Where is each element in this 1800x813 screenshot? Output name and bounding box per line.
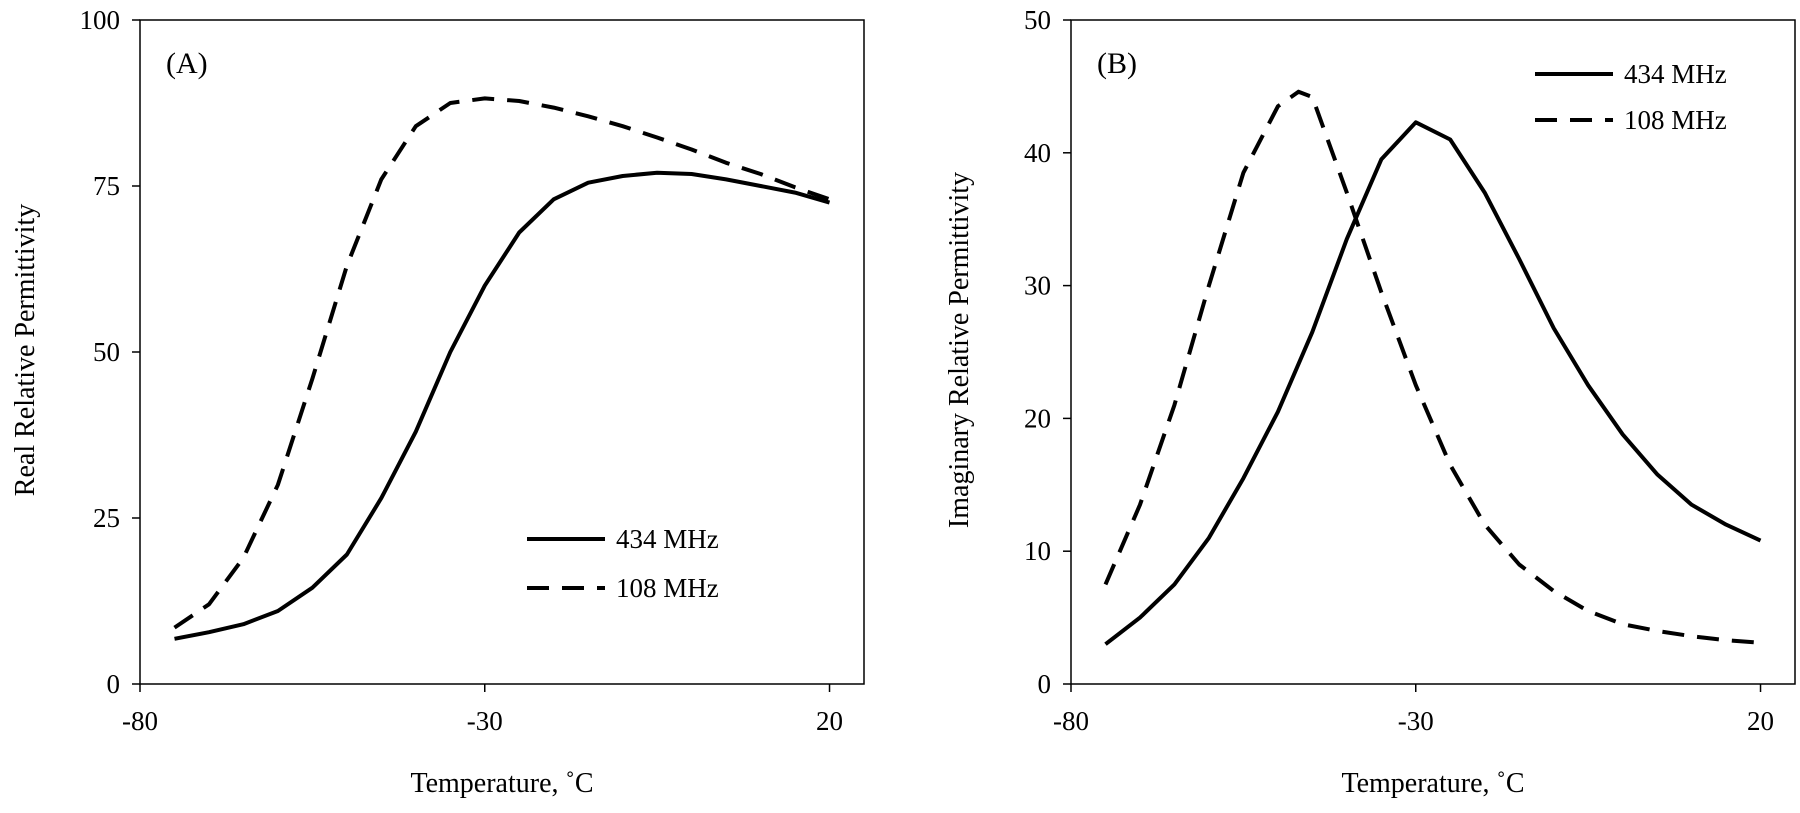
panel-b-series-lines — [1103, 89, 1762, 646]
panel-b-y-tick-label: 30 — [1024, 271, 1051, 301]
panel-a-x-axis-title: Temperature, ˚C — [410, 768, 593, 799]
panel-a-y-tick-label: 75 — [93, 171, 120, 201]
panel-b-x-tick-label: -30 — [1398, 706, 1434, 736]
panel-a-legend-label-434mhz: 434 MHz — [616, 524, 719, 554]
panel-a-y-tick-label: 100 — [80, 5, 121, 35]
panel-a-series-line-108mhz — [173, 96, 831, 630]
panel-b-y-axis: 0 10 20 30 40 50 — [1024, 5, 1071, 699]
panel-b-x-tick-label: 20 — [1747, 706, 1774, 736]
panel-b: -80 -30 20 0 10 20 30 40 50 (B) Temperature, ˚C… — [944, 5, 1796, 799]
panel-a-x-tick-label: -80 — [122, 706, 158, 736]
panel-a-y-tick-label: 25 — [93, 503, 120, 533]
panel-b-legend-label-434mhz: 434 MHz — [1624, 59, 1727, 89]
panel-a-x-tick-label: 20 — [816, 706, 843, 736]
panel-a-x-tick-label: -30 — [467, 706, 503, 736]
panel-b-label: (B) — [1097, 47, 1137, 80]
panel-b-y-tick-label: 40 — [1024, 138, 1051, 168]
panel-b-x-axis-title: Temperature, ˚C — [1341, 768, 1524, 799]
panel-b-series-line-434mhz — [1104, 120, 1762, 646]
panel-b-legend-label-108mhz: 108 MHz — [1624, 105, 1727, 135]
panel-b-y-tick-label: 10 — [1024, 536, 1051, 566]
panel-a-series-line-434mhz — [174, 170, 831, 641]
panel-a-y-axis-title: Real Relative Permittivity — [10, 204, 41, 496]
panel-a-series-lines — [173, 96, 831, 641]
panel-b-y-axis-title: Imaginary Relative Permittivity — [944, 172, 975, 528]
panel-a-x-axis: -80 -30 20 — [122, 684, 843, 736]
panel-b-y-tick-label: 0 — [1038, 669, 1052, 699]
panel-b-plot-frame — [1070, 19, 1796, 685]
panel-a-legend: 434 MHz 108 MHz — [527, 524, 719, 603]
panel-a-label: (A) — [166, 47, 208, 80]
panel-a-y-axis: 0 25 50 75 100 — [80, 5, 140, 699]
panel-a-legend-label-108mhz: 108 MHz — [616, 573, 719, 603]
panel-a-y-tick-label: 0 — [107, 669, 121, 699]
panel-b-x-axis: -80 -30 20 — [1053, 684, 1774, 736]
panel-b-y-tick-label: 20 — [1024, 403, 1051, 433]
panel-b-legend: 434 MHz 108 MHz — [1535, 59, 1727, 135]
panel-a-y-tick-label: 50 — [93, 337, 120, 367]
panel-b-x-tick-label: -80 — [1053, 706, 1089, 736]
panel-b-y-tick-label: 50 — [1024, 5, 1051, 35]
panel-b-series-line-108mhz — [1103, 89, 1761, 645]
